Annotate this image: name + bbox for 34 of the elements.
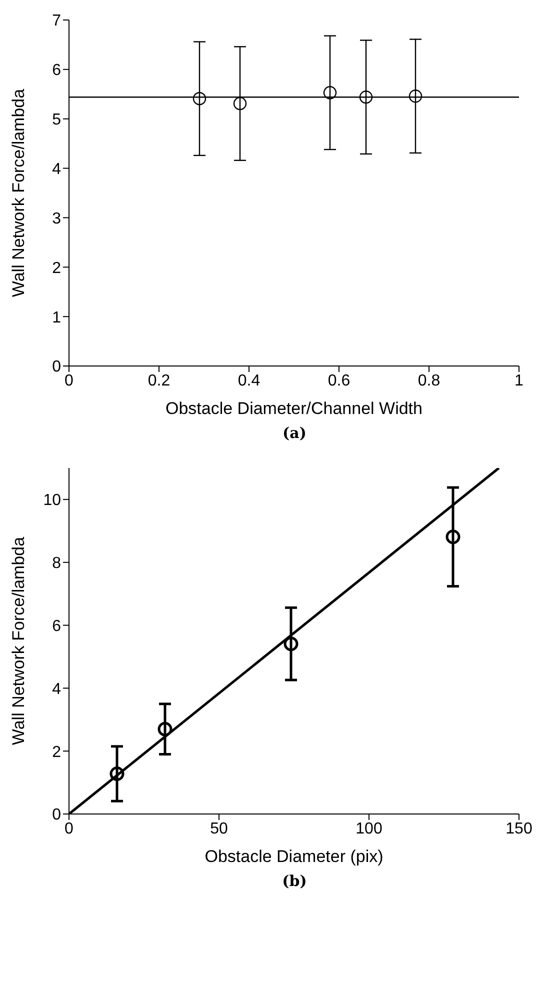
x-tick-label: 100	[356, 820, 382, 838]
x-tick-label: 0.2	[148, 372, 170, 390]
y-axis-title: Wall Network Force/lambda	[9, 536, 28, 746]
text: (a)	[282, 424, 308, 442]
y-tick-label: 7	[52, 12, 62, 30]
y-tick-label: 2	[52, 744, 62, 761]
y-axis-title: Wall Network Force/lambda	[9, 88, 28, 298]
point	[110, 766, 124, 781]
y-tick-label: 6	[52, 62, 62, 80]
y-tick-label: 10	[43, 492, 62, 510]
x-axis-title: Obstacle Diameter (pix)	[204, 847, 384, 866]
y-tick-label: 4	[52, 160, 62, 178]
y-tick-label: 8	[52, 555, 62, 572]
x-tick-label: 0	[64, 820, 74, 838]
y-tick-label: 6	[52, 618, 62, 635]
x-tick-label: 1	[514, 372, 524, 390]
point	[446, 530, 460, 544]
x-tick-label: 0.4	[238, 372, 260, 390]
y-tick-label: 0	[52, 806, 62, 824]
x-tick-label: 0.8	[418, 372, 440, 390]
y-tick-label: 2	[52, 260, 62, 277]
text: (b)	[281, 872, 308, 890]
y-tick-label: 5	[52, 112, 62, 129]
x-axis-title: Obstacle Diameter/Channel Width	[165, 399, 423, 418]
y-tick-label: 1	[52, 309, 62, 326]
point	[158, 722, 172, 736]
point	[284, 636, 298, 652]
y-tick-label: 3	[52, 210, 62, 228]
y-tick-label: 0	[52, 358, 62, 376]
x-tick-label: 0	[64, 372, 74, 390]
x-tick-label: 50	[210, 820, 228, 838]
y-tick-label: 4	[52, 680, 62, 698]
x-tick-label: 150	[506, 820, 532, 838]
x-tick-label: 0.6	[328, 372, 350, 390]
